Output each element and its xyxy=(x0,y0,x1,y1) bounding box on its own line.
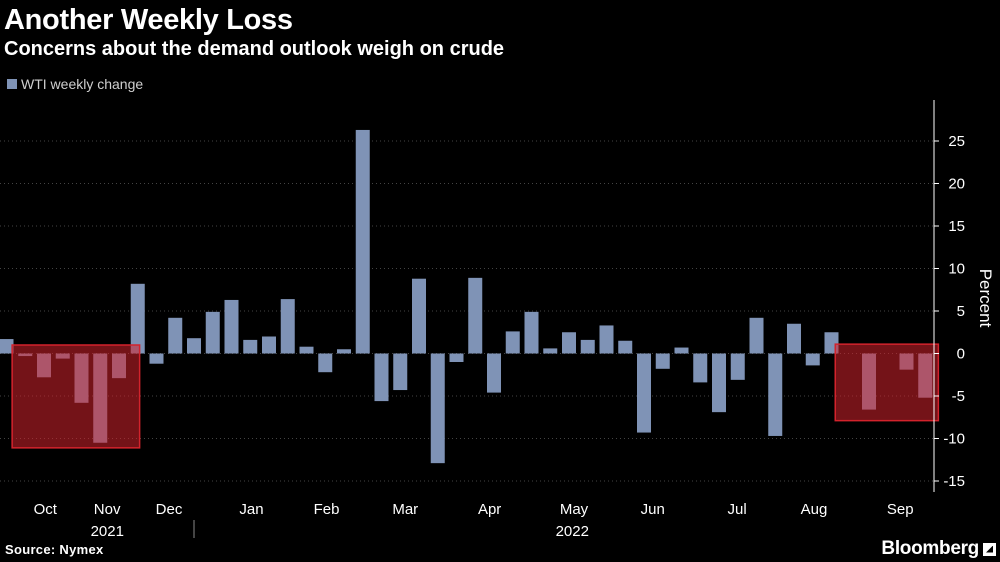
x-tick-label: Aug xyxy=(801,501,828,518)
bar xyxy=(524,311,539,354)
x-tick-label: Jan xyxy=(239,501,263,518)
y-axis-title: Percent xyxy=(976,269,995,328)
y-tick-label: 10 xyxy=(948,261,965,278)
bar xyxy=(280,299,295,354)
brand-name: Bloomberg xyxy=(881,538,979,559)
source-note: Source: Nymex xyxy=(5,542,104,557)
y-tick-label: 25 xyxy=(948,133,965,150)
bar xyxy=(149,353,164,364)
legend-label: WTI weekly change xyxy=(21,76,144,92)
highlight-box xyxy=(834,343,940,422)
bar xyxy=(693,353,708,383)
bar xyxy=(130,283,145,354)
bar xyxy=(487,353,501,393)
bar xyxy=(299,346,314,354)
bar xyxy=(749,317,764,354)
x-year-label: 2021 xyxy=(91,523,124,540)
bar xyxy=(430,353,445,464)
x-tick-label: Sep xyxy=(887,501,914,518)
bar xyxy=(712,353,726,413)
bar xyxy=(468,277,483,354)
bar xyxy=(168,317,183,354)
x-tick-label: Feb xyxy=(314,501,340,518)
bar xyxy=(187,338,201,354)
x-tick-label: Mar xyxy=(392,501,418,518)
bar xyxy=(580,339,595,354)
x-tick-label: May xyxy=(560,501,589,518)
chart-subtitle: Concerns about the demand outlook weigh … xyxy=(4,38,505,60)
x-tick-label: Nov xyxy=(94,501,121,518)
bar xyxy=(355,129,370,354)
terminal-icon xyxy=(983,542,996,556)
bar xyxy=(655,353,670,369)
bar xyxy=(318,353,333,373)
bar xyxy=(805,353,820,366)
bar xyxy=(730,353,745,380)
y-tick-label: -10 xyxy=(943,431,965,448)
bar xyxy=(412,278,426,354)
x-tick-label: Oct xyxy=(34,501,58,518)
bar xyxy=(0,339,14,354)
bar xyxy=(505,331,520,354)
y-tick-label: 5 xyxy=(957,303,965,320)
bar xyxy=(224,299,239,354)
bar xyxy=(243,339,258,354)
x-tick-label: Jun xyxy=(641,501,665,518)
bar xyxy=(618,340,633,354)
bar xyxy=(543,348,558,354)
bar xyxy=(768,353,783,436)
chart-title: Another Weekly Loss xyxy=(4,4,293,36)
x-tick-label: Apr xyxy=(478,501,501,518)
x-tick-label: Jul xyxy=(728,501,747,518)
y-tick-label: 0 xyxy=(957,346,965,363)
highlight-box xyxy=(11,344,141,449)
bar xyxy=(674,347,689,354)
y-tick-label: -5 xyxy=(952,388,965,405)
y-tick-label: 15 xyxy=(948,218,965,235)
x-tick-label: Dec xyxy=(156,501,183,518)
bar xyxy=(449,353,464,362)
bar xyxy=(205,311,220,354)
bar xyxy=(787,323,801,354)
legend: WTI weekly change xyxy=(7,76,143,92)
bar xyxy=(562,332,576,354)
bar xyxy=(599,325,614,354)
bar xyxy=(337,349,351,354)
bar xyxy=(637,353,651,433)
y-tick-label: 20 xyxy=(948,176,965,193)
x-year-label: 2022 xyxy=(556,523,589,540)
bar xyxy=(262,336,276,354)
bar xyxy=(393,353,408,391)
bar xyxy=(374,353,389,402)
legend-swatch xyxy=(7,79,17,89)
y-tick-label: -15 xyxy=(943,473,965,490)
brand-logo: Bloomberg xyxy=(881,538,996,560)
